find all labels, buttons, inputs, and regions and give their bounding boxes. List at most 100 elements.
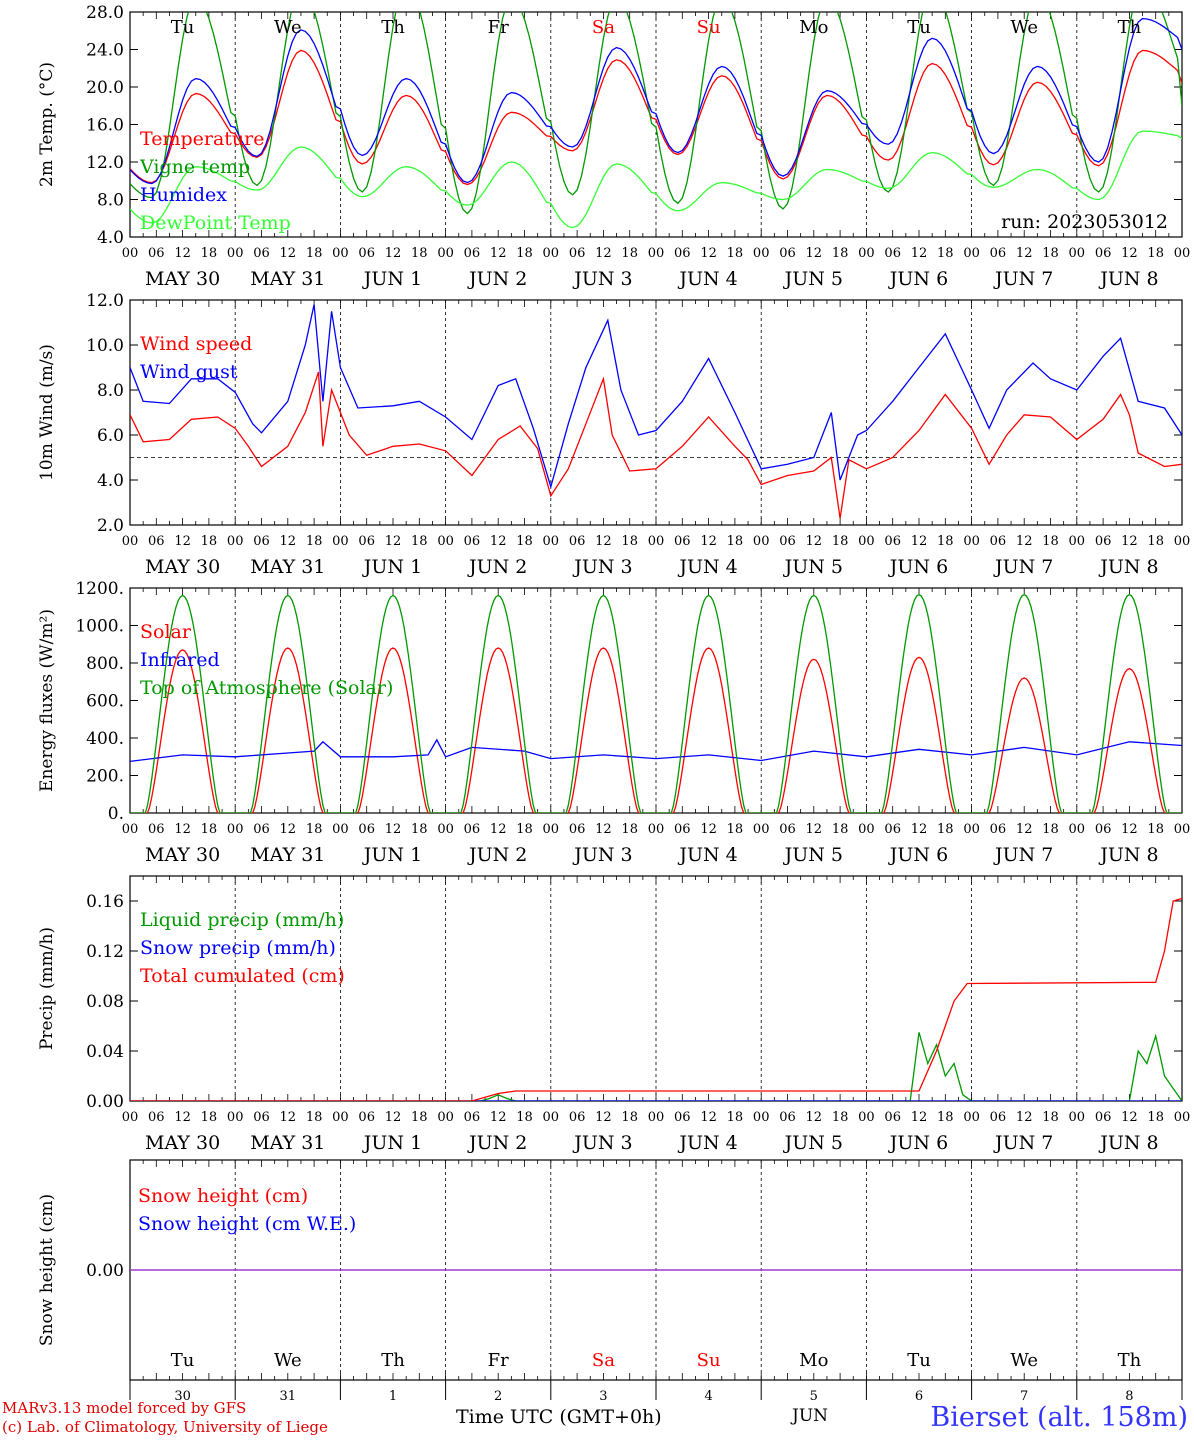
date-label: JUN 5 [783, 844, 843, 866]
weekday-label: We [274, 1350, 302, 1371]
lab-credit: (c) Lab. of Climatology, University of L… [2, 1418, 328, 1436]
date-label: JUN 6 [888, 556, 948, 578]
weekday-label: We [1010, 1350, 1038, 1371]
date-label: JUN 3 [572, 268, 632, 290]
hour-label: 12 [280, 822, 297, 837]
hour-label: 00 [753, 1110, 770, 1125]
hour-label: 12 [595, 822, 612, 837]
hour-label: 18 [516, 822, 533, 837]
hour-label: 06 [1095, 1110, 1112, 1125]
y-tick-label: 12.0 [86, 153, 124, 173]
hour-label: 00 [1174, 822, 1191, 837]
y-tick-label: 4.0 [97, 228, 124, 248]
hour-label: 06 [1095, 534, 1112, 549]
hour-label: 00 [122, 534, 139, 549]
date-label: JUN 3 [572, 556, 632, 578]
hour-label: 18 [1147, 822, 1164, 837]
day-number: 5 [810, 1389, 818, 1404]
panel-4 [129, 875, 1183, 1102]
hour-label: 18 [621, 246, 638, 261]
panel-1 [129, 11, 1183, 238]
hour-label: 18 [937, 534, 954, 549]
hour-label: 18 [306, 822, 323, 837]
y-tick-label: 0.00 [86, 1261, 124, 1281]
hour-label: 12 [595, 1110, 612, 1125]
hour-label: 18 [411, 822, 428, 837]
hour-label: 00 [332, 246, 349, 261]
hour-label: 06 [253, 1110, 270, 1125]
hour-label: 00 [753, 246, 770, 261]
hour-label: 12 [1121, 534, 1138, 549]
hour-label: 06 [253, 534, 270, 549]
hour-label: 18 [411, 246, 428, 261]
date-label: JUN 5 [783, 556, 843, 578]
date-label: JUN 6 [888, 268, 948, 290]
hour-label: 12 [385, 246, 402, 261]
hour-label: 06 [464, 534, 481, 549]
hour-label: 18 [832, 534, 849, 549]
hour-label: 18 [516, 1110, 533, 1125]
hour-label: 12 [700, 1110, 717, 1125]
date-label: JUN 1 [362, 1132, 422, 1154]
hour-label: 12 [280, 246, 297, 261]
hour-label: 06 [253, 246, 270, 261]
legend-entry: Infrared [140, 649, 220, 671]
weekday-label: Th [381, 17, 405, 38]
legend-entry: Wind gust [140, 361, 238, 383]
hour-label: 00 [543, 534, 560, 549]
hour-label: 18 [621, 1110, 638, 1125]
hour-label: 12 [700, 534, 717, 549]
hour-label: 06 [779, 1110, 796, 1125]
weekday-label: Sa [592, 1350, 615, 1371]
hour-label: 18 [201, 822, 218, 837]
hour-label: 00 [543, 1110, 560, 1125]
hour-label: 06 [358, 1110, 375, 1125]
hour-label: 00 [1174, 534, 1191, 549]
hour-label: 18 [937, 1110, 954, 1125]
hour-label: 00 [332, 822, 349, 837]
series-line-total-cumulated-cm- [130, 897, 1182, 1101]
hour-label: 00 [753, 534, 770, 549]
hour-label: 12 [806, 246, 823, 261]
date-label: JUN 4 [677, 844, 737, 866]
series-line-vigne-temp [130, 12, 1182, 215]
hour-label: 06 [990, 246, 1007, 261]
hour-label: 12 [911, 822, 928, 837]
date-label: MAY 30 [145, 1132, 220, 1154]
y-tick-label: 0.04 [86, 1042, 124, 1062]
hour-label: 00 [648, 1110, 665, 1125]
date-label: JUN 2 [467, 844, 527, 866]
weekday-label: Mo [799, 17, 828, 38]
hour-label: 00 [648, 534, 665, 549]
hour-label: 00 [858, 534, 875, 549]
panel-3 [129, 587, 1183, 814]
hour-label: 18 [1042, 822, 1059, 837]
hour-label: 06 [884, 822, 901, 837]
legend-entry: Wind speed [140, 333, 252, 355]
date-label: MAY 31 [250, 268, 325, 290]
date-label: JUN 8 [1098, 268, 1158, 290]
hour-label: 06 [779, 822, 796, 837]
legend-entry: Snow height (cm) [138, 1185, 308, 1207]
hour-label: 06 [990, 822, 1007, 837]
hour-label: 00 [227, 1110, 244, 1125]
hour-label: 12 [1016, 246, 1033, 261]
hour-label: 12 [595, 534, 612, 549]
hour-label: 00 [332, 534, 349, 549]
hour-label: 06 [358, 534, 375, 549]
hour-label: 12 [911, 1110, 928, 1125]
hour-label: 06 [358, 822, 375, 837]
hour-label: 12 [1016, 822, 1033, 837]
hour-label: 12 [595, 246, 612, 261]
hour-label: 18 [516, 246, 533, 261]
y-axis-label: Precip (mm/h) [37, 927, 57, 1050]
run-label: run: 2023053012 [1001, 211, 1168, 233]
hour-label: 00 [437, 534, 454, 549]
hour-label: 12 [490, 246, 507, 261]
hour-label: 06 [569, 534, 586, 549]
hour-label: 12 [174, 246, 191, 261]
hour-label: 00 [1174, 1110, 1191, 1125]
hour-label: 06 [1095, 822, 1112, 837]
model-credit: MARv3.13 model forced by GFS [2, 1399, 247, 1417]
hour-label: 18 [1147, 1110, 1164, 1125]
